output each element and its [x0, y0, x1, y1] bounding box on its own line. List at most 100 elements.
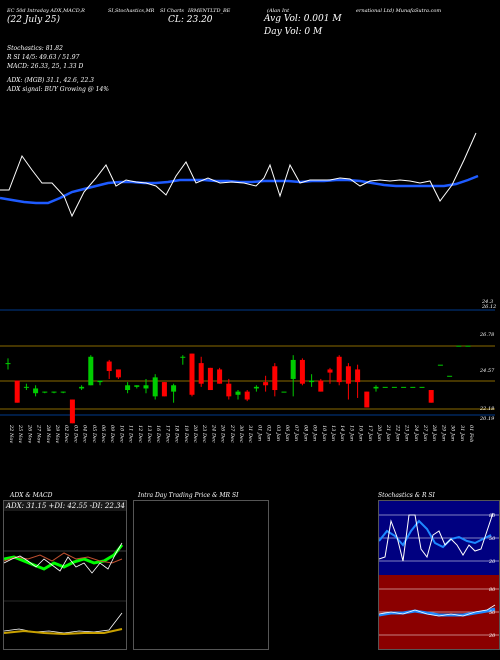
x-axis-label: 11 Dec [128, 425, 134, 443]
candle-body [79, 386, 85, 389]
x-axis-label: 20 Dec [192, 424, 198, 443]
candle-body [299, 359, 305, 384]
candle-body [143, 385, 149, 389]
candle-body [327, 369, 333, 373]
candle-body [226, 383, 232, 397]
x-axis-label: 03 Dec [72, 425, 78, 443]
adx-line [4, 542, 123, 574]
x-axis-label: 21 Jan [385, 424, 391, 441]
candle-body [373, 386, 379, 389]
chart-title-f: ernational Ltd) MunafaSutra.com [356, 8, 442, 14]
x-axis-label: 19 Dec [183, 425, 189, 443]
chart-title-d: IRMENTLTD_BE [188, 8, 231, 14]
candle-body [447, 375, 453, 377]
svg-text:20: 20 [488, 559, 496, 565]
candle-body [189, 353, 195, 395]
x-axis-label: 06 Dec [100, 425, 106, 443]
chart-title-b: SI,Stochastics,MR [108, 8, 155, 14]
price-level-label: 22.18 [479, 406, 494, 412]
candlestick-series [5, 345, 471, 424]
svg-text:50: 50 [489, 610, 496, 616]
candle-body [198, 363, 204, 384]
adx-panel-label: ADX: 31.15 +DI: 42.55 -DI: 22.34 [6, 502, 125, 510]
macd-value: MACD: 26.33, 25, 1.33 D [7, 63, 84, 70]
x-axis-label: 23 Dec [201, 424, 207, 443]
x-axis-label: 12 Dec [137, 425, 143, 443]
candle-body [115, 369, 121, 378]
close-label: CL: 23.20 [168, 15, 213, 25]
price-level-label: 24.57 [479, 368, 495, 374]
x-axis-label: 15 Jan [348, 425, 354, 441]
candle-body [272, 366, 278, 391]
date-label: (22 July 25) [7, 15, 61, 25]
adx-panel: ADX: 31.15 +DI: 42.55 -DI: 22.34 [3, 500, 127, 650]
candle-body [235, 391, 241, 395]
avg-volume: Avg Vol: 0.001 M [264, 14, 342, 24]
x-axis-label: 22 Nov [8, 424, 14, 443]
x-axis-label: 27 Dec [229, 424, 235, 443]
x-axis-label: 06 Jan [284, 425, 290, 441]
x-axis-label: 28 Jan [431, 424, 437, 441]
avg-price-line [0, 174, 479, 205]
macd-signal-line [4, 628, 123, 636]
x-axis-label: 04 Dec [82, 425, 88, 443]
x-axis-label: 28 Nov [45, 424, 51, 443]
price-level-label: 26.12 [481, 304, 496, 310]
candle-body [465, 345, 471, 347]
candle-body [217, 369, 223, 384]
candle-body [134, 385, 140, 387]
adx-value: ADX: (MGB) 31.1, 42.6, 22.3 [7, 77, 94, 84]
stochastics-value: Stochastics: 81.82 [7, 45, 63, 52]
x-axis-label: 13 Dec [146, 425, 152, 443]
candle-body [60, 391, 66, 393]
candle-body [364, 391, 370, 408]
candle-body [51, 391, 57, 393]
adx-signal: ADX signal: BUY Growing @ 14% [7, 86, 109, 93]
x-axis-label: 10 Jan [321, 425, 327, 441]
candle-body [410, 386, 416, 388]
x-axis-label: 02 Jan [266, 425, 272, 441]
x-axis-label: 29 Nov [54, 424, 60, 443]
x-axis-label: 10 Dec [118, 425, 124, 443]
candle-body [437, 364, 443, 366]
day-volume: Day Vol: 0 M [264, 27, 323, 37]
svg-text:80: 80 [489, 587, 496, 593]
x-axis-label: 30 Jan [450, 425, 456, 441]
chart-title-e: (Alan Int [267, 8, 290, 14]
candle-body [88, 356, 94, 386]
stochastic-k-line [379, 512, 494, 562]
x-axis-label: 14 Jan [339, 425, 345, 441]
x-axis-label: 26 Dec [220, 424, 226, 443]
candle-body [309, 380, 315, 383]
plus-di-line [4, 544, 124, 571]
candle-body [345, 366, 351, 384]
x-axis-label: 20 Jan [376, 424, 382, 441]
x-axis-label: 25 Nov [17, 424, 23, 443]
candle-body [125, 385, 131, 391]
candle-body [355, 369, 361, 383]
chart-title-c: SI Charts [160, 8, 184, 14]
candle-body [180, 356, 186, 358]
x-axis-label: 27 Nov [36, 424, 42, 443]
candle-body [33, 388, 39, 394]
candle-body [290, 359, 296, 379]
x-axis-label: 09 Dec [109, 425, 115, 443]
x-axis-label: 17 Dec [164, 425, 170, 443]
x-axis-label: 02 Dec [63, 425, 69, 443]
adx-panel-title: ADX & MACD [10, 492, 53, 499]
x-axis-label: 17 Jan [367, 425, 373, 441]
x-axis-label: 03 Jan [275, 425, 281, 441]
svg-text:80: 80 [489, 513, 496, 519]
intraday-panel [133, 500, 269, 650]
x-axis-label: 29 Jan [440, 424, 446, 441]
candle-body [14, 380, 20, 403]
x-axis-label: 16 Jan [358, 425, 364, 441]
price-line [0, 132, 477, 218]
adx-value-box [4, 501, 126, 511]
stochastics-panel-title: Stochastics & R SI [378, 492, 435, 499]
candle-body [5, 363, 11, 365]
x-axis-label: 05 Dec [91, 425, 97, 443]
x-axis-label: 24 Dec [210, 424, 216, 443]
price-level-label: 20.19 [479, 416, 495, 422]
